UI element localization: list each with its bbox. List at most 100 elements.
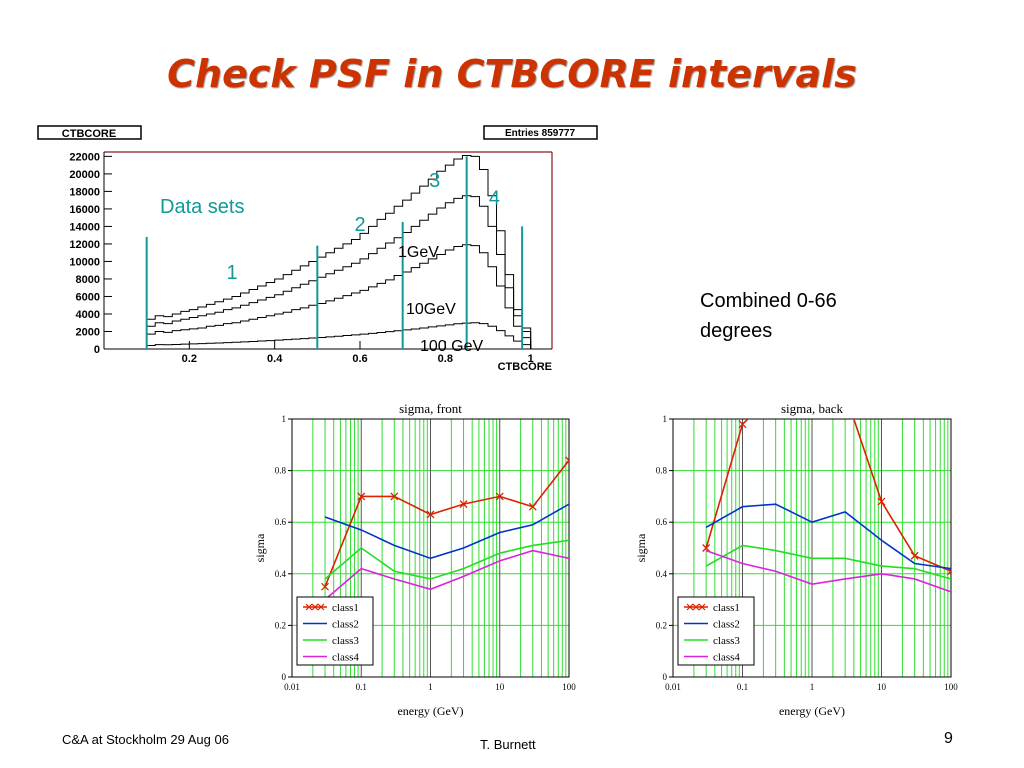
- interval-label: 3: [429, 170, 440, 192]
- data-point-class1: [877, 497, 886, 506]
- data-point-class1: [702, 544, 711, 552]
- legend-label-class4: class4: [713, 652, 740, 664]
- hist-ytick-label: 4000: [76, 309, 100, 321]
- xtick-label: 1: [428, 682, 433, 692]
- data-point-class1: [809, 338, 816, 345]
- legend-marker-class1: [698, 603, 706, 611]
- hist-ytick-label: 12000: [69, 239, 100, 251]
- hist-xtick-label: 0.4: [267, 353, 283, 365]
- xtick-label: 0.01: [665, 682, 681, 692]
- data-point-class1: [565, 456, 569, 465]
- hist-xtick-label: 0.2: [182, 353, 197, 365]
- data-sets-label: Data sets: [160, 196, 244, 218]
- hist-ytick-label: 6000: [76, 291, 100, 303]
- x-axis-label: energy (GeV): [397, 704, 463, 718]
- ytick-label: 1: [282, 414, 287, 424]
- series-line-class3: [324, 539, 569, 580]
- hist-series-2: [146, 244, 532, 349]
- energy-curve-label: 1GeV: [398, 244, 439, 261]
- interval-label: 4: [489, 188, 500, 210]
- data-point-class1: [321, 582, 330, 591]
- ytick-label: 0.2: [656, 620, 667, 630]
- slide-title: Check PSF in CTBCORE intervals: [167, 52, 857, 96]
- xtick-label: 10: [495, 682, 505, 692]
- slide-number: 9: [944, 730, 953, 747]
- legend-label-class1: class1: [332, 602, 359, 614]
- series-line-class3: [705, 544, 951, 580]
- hist-title: CTBCORE: [62, 128, 116, 140]
- footer-left: C&A at Stockholm 29 Aug 06: [62, 732, 229, 747]
- hist-ytick-label: 22000: [69, 151, 100, 163]
- xtick-label: 1: [810, 682, 815, 692]
- hist-series-1: [146, 195, 532, 349]
- ytick-label: 0.4: [656, 569, 668, 579]
- hist-ytick-label: 18000: [69, 186, 100, 198]
- combined-note-line2: degrees: [700, 320, 773, 342]
- energy-curve-label: 10GeV: [406, 301, 456, 318]
- legend-label-class3: class3: [332, 635, 359, 647]
- legend-marker-class1: [692, 603, 700, 611]
- ytick-label: 0.2: [275, 620, 286, 630]
- hist-plot-area: 0 2000 4000 6000 8000 10000 12000 14000 16000 180…: [69, 151, 553, 373]
- legend-label-class3: class3: [713, 635, 740, 647]
- interval-label: 2: [354, 214, 365, 236]
- series-line-class2: [705, 503, 951, 570]
- legend-marker-class1: [686, 603, 694, 611]
- hist-ytick-label: 14000: [69, 221, 100, 233]
- series-line-class1: [705, 419, 951, 572]
- xtick-label: 100: [562, 682, 576, 692]
- hist-ytick-label: 16000: [69, 204, 100, 216]
- energy-curve-label: 100 GeV: [420, 338, 483, 355]
- legend-marker-class1: [305, 603, 313, 611]
- plot-frame: [291, 418, 570, 678]
- hist-series-0: [146, 155, 532, 349]
- data-point-class1: [528, 502, 537, 511]
- hist-ytick-label: 10000: [69, 256, 100, 268]
- interval-label: 1: [226, 262, 237, 284]
- hist-xtick-label: 1: [528, 353, 534, 365]
- hist-xtick-label: 0.8: [438, 353, 453, 365]
- ytick-label: 0.4: [275, 569, 287, 579]
- xtick-label: 0.1: [737, 682, 748, 692]
- legend-marker-class1: [311, 603, 319, 611]
- series-group: [321, 456, 569, 601]
- series-line-class2: [324, 503, 569, 560]
- footer-center: T. Burnett: [480, 737, 536, 752]
- data-point-class1: [495, 492, 504, 501]
- series-group: [702, 338, 951, 593]
- hist-title-box: [37, 125, 142, 140]
- x-axis-label: energy (GeV): [779, 704, 845, 718]
- legend-label-class1: class1: [713, 602, 740, 614]
- data-point-class1: [390, 492, 399, 501]
- hist-ytick-label: 8000: [76, 274, 100, 286]
- legend-marker-class1: [317, 603, 325, 611]
- y-axis-label: sigma: [634, 533, 648, 562]
- xtick-label: 0.1: [356, 682, 367, 692]
- xtick-label: 10: [877, 682, 887, 692]
- data-point-class1: [357, 492, 366, 501]
- xtick-label: 100: [944, 682, 958, 692]
- chart-title: sigma, back: [781, 401, 844, 416]
- legend-label-class2: class2: [332, 619, 359, 631]
- ytick-label: 0.8: [275, 466, 287, 476]
- ytick-label: 0.8: [656, 466, 668, 476]
- data-point-class1: [426, 510, 435, 519]
- hist-ytick-label: 2000: [76, 326, 100, 338]
- data-point-class1: [842, 390, 849, 397]
- stats-entries: Entries 859777: [505, 128, 575, 139]
- hist-xlabel: CTBCORE: [498, 361, 552, 373]
- ytick-label: 0: [663, 672, 668, 682]
- ytick-label: 0: [282, 672, 287, 682]
- chart-title: sigma, front: [399, 401, 462, 416]
- hist-series-3: [146, 322, 532, 349]
- y-axis-label: sigma: [253, 533, 267, 562]
- legend-label-class2: class2: [713, 619, 740, 631]
- xtick-label: 0.01: [284, 682, 300, 692]
- series-line-class4: [324, 549, 569, 601]
- stats-box: [483, 125, 598, 140]
- series-line-class1: [324, 459, 569, 587]
- data-point-class1: [738, 420, 747, 429]
